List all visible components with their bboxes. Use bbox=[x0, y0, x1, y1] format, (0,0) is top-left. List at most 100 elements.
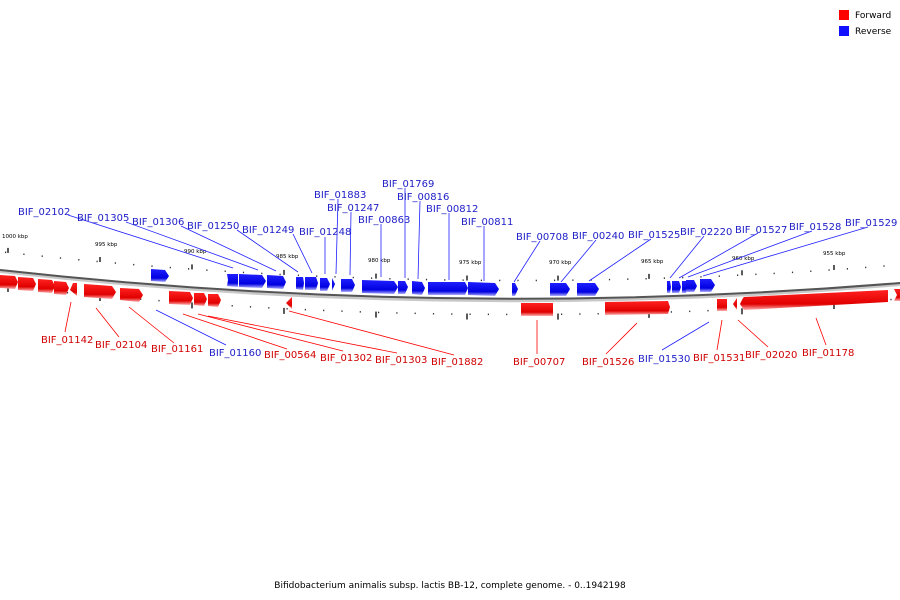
scale-dot bbox=[323, 309, 325, 312]
forward-gene-arrow[interactable] bbox=[717, 299, 727, 311]
gene-label-reverse[interactable]: BIF_00863 bbox=[358, 215, 410, 226]
scale-label: 955 kbp bbox=[823, 251, 846, 257]
reverse-gene-arrow[interactable] bbox=[700, 279, 715, 292]
reverse-gene-arrow[interactable] bbox=[239, 274, 266, 288]
gene-label-forward[interactable]: BIF_01303 bbox=[375, 355, 427, 366]
gene-label-reverse[interactable]: BIF_01529 bbox=[845, 218, 897, 229]
scale-dot bbox=[737, 274, 739, 276]
forward-gene-arrow[interactable] bbox=[169, 291, 193, 305]
reverse-gene-arrow[interactable] bbox=[398, 281, 408, 294]
reverse-gene-arrow[interactable] bbox=[362, 280, 398, 294]
gene-label-forward[interactable]: BIF_01161 bbox=[151, 344, 203, 355]
legend: Forward Reverse bbox=[839, 10, 892, 37]
forward-gene-arrow[interactable] bbox=[286, 297, 292, 309]
reverse-gene-arrow[interactable] bbox=[667, 281, 671, 293]
gene-label-forward[interactable]: BIF_00707 bbox=[513, 357, 565, 368]
gene-label-reverse[interactable]: BIF_01527 bbox=[735, 225, 787, 236]
forward-gene-arrow[interactable] bbox=[120, 288, 143, 302]
gene-label-reverse[interactable]: BIF_00812 bbox=[426, 204, 478, 215]
gene-label-forward[interactable]: BIF_01882 bbox=[431, 357, 483, 368]
gene-label-reverse[interactable]: BIF_01306 bbox=[132, 217, 184, 228]
scale-dot bbox=[334, 276, 336, 278]
reverse-gene-arrow[interactable] bbox=[227, 274, 238, 287]
scale-label: 980 kbp bbox=[368, 258, 391, 264]
forward-gene-arrow[interactable] bbox=[194, 293, 207, 306]
scale-dot bbox=[597, 313, 599, 315]
forward-gene-arrow[interactable] bbox=[18, 277, 36, 291]
forward-gene-arrow[interactable] bbox=[208, 294, 221, 307]
forward-gene-track bbox=[0, 275, 900, 316]
gene-label-reverse[interactable]: BIF_01250 bbox=[187, 221, 239, 232]
forward-gene-arrow[interactable] bbox=[84, 284, 116, 299]
scale-dot bbox=[158, 299, 160, 302]
gene-label-forward[interactable]: BIF_01178 bbox=[802, 348, 854, 359]
scale-dot bbox=[231, 305, 233, 307]
scale-dot bbox=[59, 257, 62, 259]
scale-dot bbox=[268, 307, 270, 309]
reverse-gene-arrow[interactable] bbox=[412, 281, 425, 295]
gene-label-forward[interactable]: BIF_00564 bbox=[264, 350, 316, 361]
reverse-gene-arrow[interactable] bbox=[686, 280, 697, 292]
reverse-gene-arrow[interactable] bbox=[341, 279, 355, 292]
gene-label-reverse[interactable]: BIF_02102 bbox=[18, 207, 70, 218]
scale-dot bbox=[114, 262, 116, 264]
gene-label-reverse[interactable]: BIF_01160 bbox=[209, 348, 261, 359]
scale-dot bbox=[169, 266, 171, 269]
scale-dot bbox=[389, 278, 391, 280]
gene-label-reverse[interactable]: BIF_01249 bbox=[242, 225, 294, 236]
gene-label-reverse[interactable]: BIF_01248 bbox=[299, 227, 351, 238]
reverse-gene-arrow[interactable] bbox=[151, 269, 169, 282]
gene-label-reverse[interactable]: BIF_02220 bbox=[680, 227, 732, 238]
scale-dot bbox=[249, 306, 252, 308]
gene-label-forward[interactable]: BIF_01526 bbox=[582, 357, 634, 368]
scale-dot bbox=[151, 265, 153, 267]
forward-gene-arrow[interactable] bbox=[54, 281, 69, 295]
gene-label-reverse[interactable]: BIF_00811 bbox=[461, 217, 513, 228]
reverse-gene-arrow[interactable] bbox=[296, 277, 304, 290]
reverse-gene-arrow[interactable] bbox=[305, 277, 318, 290]
reverse-gene-arrow[interactable] bbox=[428, 282, 468, 295]
scale-dot bbox=[261, 272, 263, 275]
forward-gene-arrow[interactable] bbox=[521, 303, 553, 316]
reverse-gene-arrow[interactable] bbox=[512, 283, 518, 296]
forward-gene-arrow[interactable] bbox=[0, 275, 18, 289]
reverse-gene-arrow[interactable] bbox=[550, 283, 570, 296]
scale-dot bbox=[828, 269, 830, 271]
scale-dot bbox=[682, 276, 684, 279]
forward-gene-arrow[interactable] bbox=[894, 289, 900, 301]
gene-label-forward[interactable]: BIF_01531 bbox=[693, 353, 745, 364]
gene-label-reverse[interactable]: BIF_00816 bbox=[397, 192, 449, 203]
gene-label-forward[interactable]: BIF_01142 bbox=[41, 335, 93, 346]
forward-gene-arrow[interactable] bbox=[605, 301, 670, 315]
scale-dot bbox=[554, 279, 556, 282]
gene-label-reverse[interactable]: BIF_01530 bbox=[638, 354, 690, 365]
gene-label-forward[interactable]: BIF_01302 bbox=[320, 353, 372, 364]
forward-gene-arrow[interactable] bbox=[733, 298, 737, 310]
reverse-gene-labels: BIF_02102 BIF_01305 BIF_01306 BIF_01250 … bbox=[18, 179, 897, 243]
forward-gene-arrow[interactable] bbox=[740, 290, 888, 310]
gene-label-forward[interactable]: BIF_02104 bbox=[95, 340, 147, 351]
reverse-gene-arrow[interactable] bbox=[468, 282, 499, 296]
gene-label-reverse[interactable]: BIF_01247 bbox=[327, 203, 379, 214]
gene-label-reverse[interactable]: BIF_01525 bbox=[628, 230, 680, 241]
reverse-gene-arrow[interactable] bbox=[577, 283, 599, 296]
scale-label: 1000 kbp bbox=[2, 234, 28, 240]
gene-label-reverse[interactable]: BIF_00240 bbox=[572, 231, 624, 242]
gene-label-reverse[interactable]: BIF_01528 bbox=[789, 222, 841, 233]
gene-label-reverse[interactable]: BIF_00708 bbox=[516, 232, 568, 243]
scale-dot bbox=[645, 278, 647, 280]
gene-label-reverse[interactable]: BIF_01769 bbox=[382, 179, 434, 190]
scale-dot bbox=[451, 313, 453, 315]
forward-gene-arrow[interactable] bbox=[38, 279, 55, 293]
gene-label-reverse[interactable]: BIF_01883 bbox=[314, 190, 366, 201]
reverse-gene-arrow[interactable] bbox=[267, 275, 286, 289]
gene-label-reverse[interactable]: BIF_01305 bbox=[77, 213, 129, 224]
forward-gene-arrow[interactable] bbox=[70, 283, 77, 296]
gene-label-forward[interactable]: BIF_02020 bbox=[745, 350, 797, 361]
reverse-gene-arrow[interactable] bbox=[672, 281, 681, 293]
reverse-gene-arrow[interactable] bbox=[320, 278, 330, 291]
scale-dot bbox=[487, 313, 489, 316]
scale-dot bbox=[608, 278, 611, 281]
reverse-gene-arrow[interactable] bbox=[332, 278, 335, 291]
